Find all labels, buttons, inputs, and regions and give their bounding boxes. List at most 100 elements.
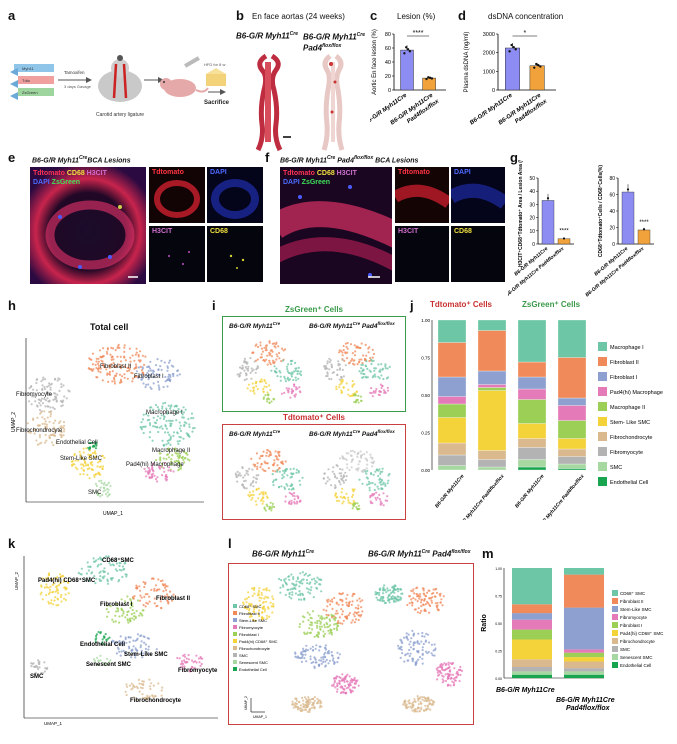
legend-swatch — [598, 372, 607, 381]
hfd-food-icon — [206, 68, 226, 86]
y-tick-label: 0 — [612, 242, 615, 248]
legend-swatch — [612, 590, 618, 596]
stacked-segment — [512, 659, 552, 667]
legend-label: Fibromyocyte — [620, 615, 648, 620]
legend-label: Pad4(hi) CD68⁺ SMC — [239, 639, 278, 644]
y-tick-label: 30 — [529, 202, 535, 208]
panel-i-tdtomato-title: Tdtomato⁺ Cells — [282, 413, 345, 422]
panel-j-chart: 1.00 0.75 0.50 0.25 0.00 B6-G/R Myh11Cre B6-G/… — [410, 312, 677, 534]
y-tick-label: 60 — [609, 193, 615, 199]
legend-swatch — [612, 638, 618, 644]
umap-cluster — [406, 586, 445, 615]
umap-cluster — [291, 696, 323, 713]
umap-cluster — [27, 376, 71, 413]
stacked-segment — [437, 376, 467, 397]
umap-cluster-label: Macrophage I — [146, 410, 183, 416]
aorta-control — [255, 53, 291, 152]
umap-cluster — [435, 661, 464, 687]
legend-label: SMC — [620, 647, 631, 652]
panel-c-title: Lesion (%) — [397, 12, 436, 21]
stacked-segment — [517, 361, 547, 378]
legend-swatch — [612, 654, 618, 660]
y-axis-label: H3CIT⁺CD68⁺Tdtomato⁺ Area / Lesion Area … — [518, 160, 524, 267]
umap-cluster-label: CD68⁺SMC — [102, 557, 135, 564]
panel-letter-b: b — [236, 8, 244, 23]
bar-1 — [400, 49, 414, 91]
y-axis-label: Aortic En face lesion (%) — [372, 29, 378, 95]
umap-cluster — [70, 447, 106, 480]
legend-swatch — [612, 606, 618, 612]
mini-umap-cluster — [271, 467, 304, 491]
umap-cluster — [374, 584, 404, 605]
stacked-segment — [564, 671, 604, 675]
legend-label: Pad4(hi) CD68⁺ SMC — [620, 631, 664, 636]
umap-cluster — [124, 678, 164, 702]
y-tick-label: 50 — [529, 176, 535, 182]
legend-swatch — [598, 432, 607, 441]
stacked-segment — [477, 390, 507, 451]
umap-cluster — [139, 401, 196, 447]
panel-h-umap: UMAP_1 UMAP_2 Fibroblast II Fibroblast I Fib… — [8, 334, 208, 518]
umap-cluster — [77, 555, 128, 585]
construct-label-2: Tdto — [22, 78, 31, 83]
umap-cluster-label: Pad4(hi) Macrophage — [126, 462, 184, 468]
data-point — [508, 50, 511, 53]
mouse-icon — [160, 78, 209, 97]
y-tick-label: 0.75 — [495, 595, 502, 599]
umap-cluster-label: Fibromyocyte — [16, 392, 53, 398]
umap-cluster-label: Macrophage II — [152, 448, 191, 454]
y-tick-label: 20 — [385, 74, 391, 80]
umap-cluster — [294, 644, 341, 669]
legend-swatch — [612, 622, 618, 628]
legend-swatch — [233, 653, 237, 657]
umap-cluster — [278, 571, 323, 601]
y-tick-label: 80 — [385, 32, 391, 38]
mini-umap-cluster — [338, 341, 375, 366]
legend-label: Fibrochondrocyte — [239, 646, 271, 651]
stacked-segment — [437, 342, 467, 378]
panel-letter-g: g — [510, 150, 518, 165]
panel-j-header-zsgreen: ZsGreen⁺ Cells — [522, 300, 581, 309]
panel-k-umap: UMAP_1 UMAP_2 Pad4(hi) CD68⁺SMC CD68⁺SMC Fib… — [14, 550, 222, 728]
panel-e-merge-label: Tdtomato CD68 H3CIT DAPI ZsGreen — [33, 170, 107, 186]
x-tick-label-2a: B6-G/R Myh11Cre — [556, 697, 615, 704]
umap-cluster-label: Fibrochondrocyte — [16, 428, 63, 434]
panel-g-chart: 0 10 20 30 40 50 **** H3CIT⁺CD68⁺Tdtomato⁺ Area… — [504, 155, 676, 300]
data-point — [510, 43, 513, 47]
legend-swatch — [233, 632, 237, 636]
umap-cluster-label: Senescent SMC — [86, 662, 132, 668]
en-face-aorta-images — [238, 52, 368, 152]
mini-umap-cluster — [339, 449, 375, 473]
stacked-segment — [512, 619, 552, 630]
stacked-segment — [557, 468, 587, 471]
panel-d-chart: 0 1000 2000 3000 * Plasma dsDNA (ng/ml) B6-G/R… — [462, 24, 572, 154]
y-tick-label: 3000 — [483, 32, 495, 38]
x-axis-label: UMAP_1 — [103, 511, 123, 517]
mini-umap-cluster — [334, 487, 356, 505]
umap-cluster — [322, 592, 364, 625]
panel-e-tdtomato-image: Tdtomato — [149, 167, 205, 223]
legend-label: Fibroblast II — [239, 611, 260, 616]
umap-cluster — [330, 673, 360, 695]
legend-swatch — [612, 662, 618, 668]
mini-umap-cluster — [250, 448, 287, 473]
legend-swatch — [233, 667, 237, 671]
umap-cluster-label: SMC — [88, 490, 102, 496]
gavage-label: 3 days Gavage — [64, 84, 92, 89]
panel-b-title: En face aortas (24 weeks) — [252, 12, 345, 21]
y-tick-label: 0.50 — [421, 393, 430, 398]
umap-cluster — [397, 629, 437, 666]
panel-f-title: B6-G/R Myh11Cre Pad4flox/flox BCA Lesion… — [280, 155, 419, 165]
stacked-segment — [517, 399, 547, 424]
y-tick-label: 0.50 — [495, 622, 502, 626]
experiment-schematic: Myh11 Tdto ZsGreen Tamoxifen 3 days Gava… — [8, 36, 233, 126]
legend-swatch — [233, 639, 237, 643]
legend-label: SMC — [239, 653, 248, 658]
legend-label: Pad4(hi) Macrophage — [610, 390, 663, 396]
legend-swatch — [598, 462, 607, 471]
legend-swatch — [598, 447, 607, 456]
y-axis-label: CD68⁺Tdtomato⁺Cells / CD68⁺Cells(%) — [598, 165, 604, 257]
sacrifice-label: Sacrifice — [204, 100, 230, 106]
panel-j-header-tdtomato: Tdtomato⁺ Cells — [430, 300, 493, 309]
stacked-segment — [564, 649, 604, 653]
